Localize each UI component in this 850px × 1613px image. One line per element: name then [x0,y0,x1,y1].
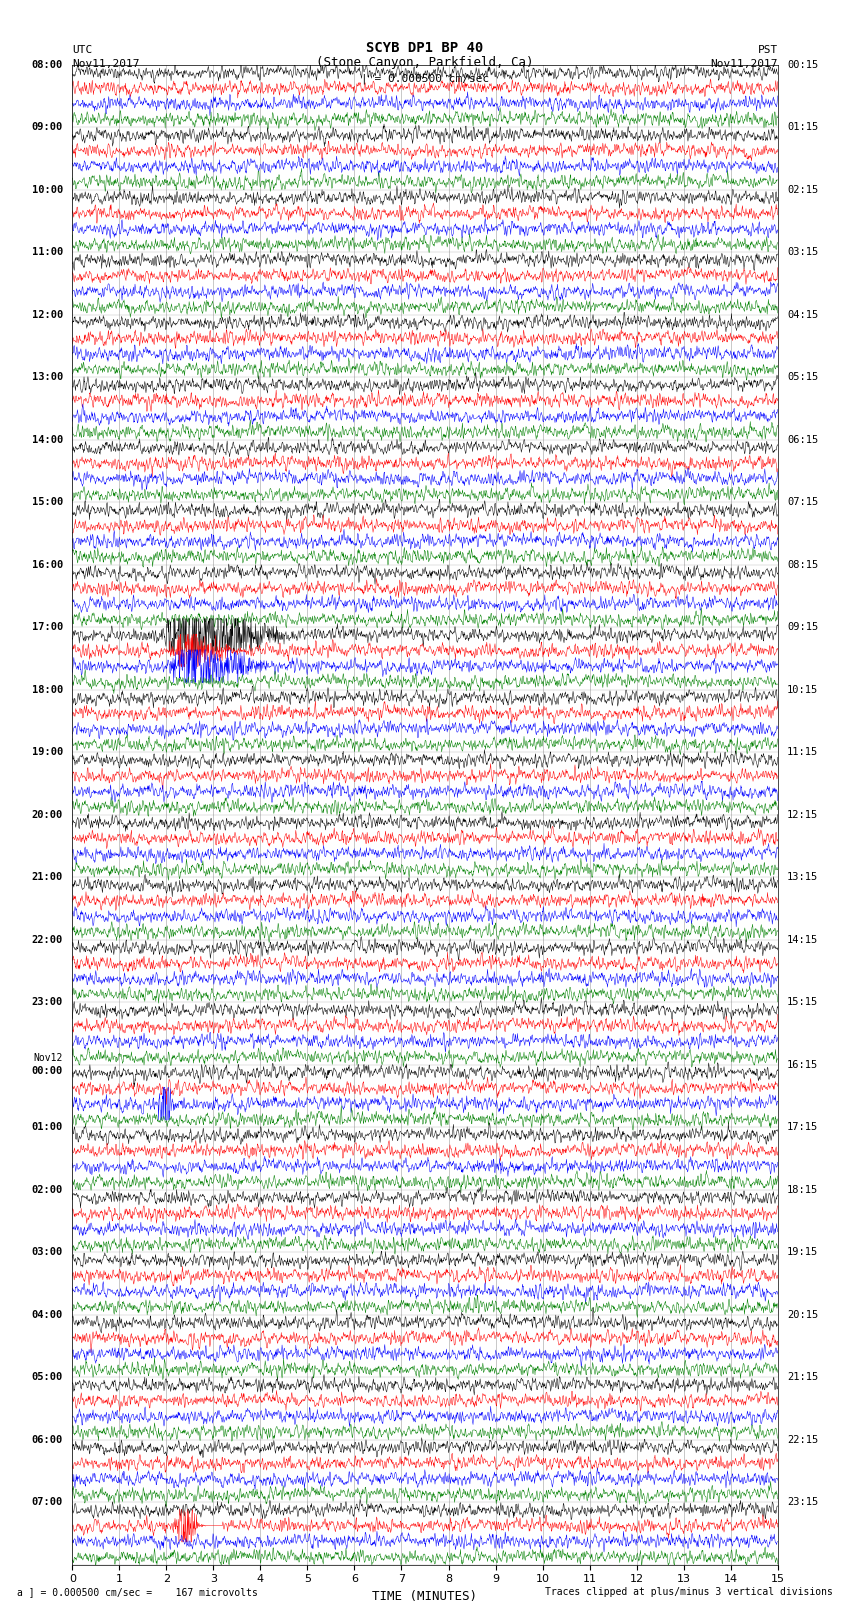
Text: 07:15: 07:15 [787,497,819,506]
Text: 16:00: 16:00 [31,560,63,569]
Text: 03:00: 03:00 [31,1247,63,1257]
Text: 03:15: 03:15 [787,247,819,256]
Text: 22:15: 22:15 [787,1434,819,1445]
Text: 11:00: 11:00 [31,247,63,256]
Text: 05:00: 05:00 [31,1373,63,1382]
Text: 12:00: 12:00 [31,310,63,319]
Text: 01:15: 01:15 [787,123,819,132]
Text: 19:00: 19:00 [31,747,63,756]
Text: 21:00: 21:00 [31,873,63,882]
Text: 06:15: 06:15 [787,434,819,445]
Text: 00:00: 00:00 [31,1066,63,1076]
Text: 10:00: 10:00 [31,184,63,195]
Text: 04:00: 04:00 [31,1310,63,1319]
Text: UTC: UTC [72,45,93,55]
Text: SCYB DP1 BP 40: SCYB DP1 BP 40 [366,40,484,55]
Text: Nov11,2017: Nov11,2017 [711,60,778,69]
Text: 07:00: 07:00 [31,1497,63,1507]
Text: 08:00: 08:00 [31,60,63,69]
Text: | = 0.000500 cm/sec: | = 0.000500 cm/sec [361,73,489,84]
Text: 08:15: 08:15 [787,560,819,569]
Text: 19:15: 19:15 [787,1247,819,1257]
Text: 13:00: 13:00 [31,373,63,382]
Text: 11:15: 11:15 [787,747,819,756]
Text: 02:15: 02:15 [787,184,819,195]
Text: 06:00: 06:00 [31,1434,63,1445]
Text: 14:00: 14:00 [31,434,63,445]
Text: (Stone Canyon, Parkfield, Ca): (Stone Canyon, Parkfield, Ca) [316,56,534,69]
Text: 23:15: 23:15 [787,1497,819,1507]
Text: 15:15: 15:15 [787,997,819,1007]
Text: 18:00: 18:00 [31,684,63,695]
Text: 14:15: 14:15 [787,934,819,945]
Text: 05:15: 05:15 [787,373,819,382]
Text: PST: PST [757,45,778,55]
Text: 12:15: 12:15 [787,810,819,819]
Text: 17:15: 17:15 [787,1123,819,1132]
Text: Traces clipped at plus/minus 3 vertical divisions: Traces clipped at plus/minus 3 vertical … [545,1587,833,1597]
Text: 17:00: 17:00 [31,623,63,632]
Text: 15:00: 15:00 [31,497,63,506]
Text: 18:15: 18:15 [787,1184,819,1195]
Text: 00:15: 00:15 [787,60,819,69]
Text: a ] = 0.000500 cm/sec =    167 microvolts: a ] = 0.000500 cm/sec = 167 microvolts [17,1587,258,1597]
Text: 16:15: 16:15 [787,1060,819,1069]
Text: 13:15: 13:15 [787,873,819,882]
Text: 04:15: 04:15 [787,310,819,319]
Text: Nov11,2017: Nov11,2017 [72,60,139,69]
Text: 09:15: 09:15 [787,623,819,632]
Text: 20:15: 20:15 [787,1310,819,1319]
Text: 01:00: 01:00 [31,1123,63,1132]
Text: 22:00: 22:00 [31,934,63,945]
Text: 09:00: 09:00 [31,123,63,132]
Text: Nov12: Nov12 [33,1053,63,1063]
X-axis label: TIME (MINUTES): TIME (MINUTES) [372,1590,478,1603]
Text: 10:15: 10:15 [787,684,819,695]
Text: 21:15: 21:15 [787,1373,819,1382]
Text: 02:00: 02:00 [31,1184,63,1195]
Text: 20:00: 20:00 [31,810,63,819]
Text: 23:00: 23:00 [31,997,63,1007]
